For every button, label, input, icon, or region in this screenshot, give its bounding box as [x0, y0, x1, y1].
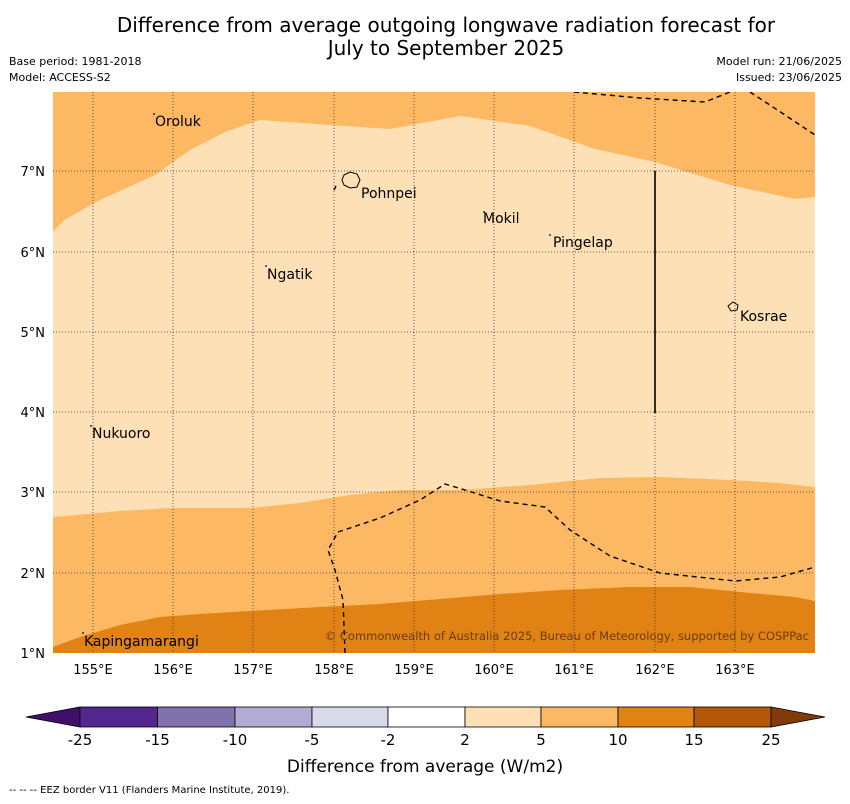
cb-tick: -2 [381, 731, 396, 749]
y-tick: 6°N [21, 246, 46, 261]
chart-title: Difference from average outgoing longwav… [0, 14, 850, 60]
gridlines [53, 92, 815, 653]
label-oroluk: Oroluk [155, 114, 202, 130]
colorbar-label: Difference from average (W/m2) [287, 757, 563, 777]
x-axis-ticks: 155°E 156°E 157°E 158°E 159°E 160°E 161°… [73, 663, 755, 678]
cb-arrow-left [25, 706, 81, 728]
y-tick: 2°N [21, 567, 46, 582]
island-dots [82, 113, 551, 634]
y-tick: 7°N [21, 165, 46, 180]
cb-arrow-right [770, 706, 826, 728]
cb-bin [617, 706, 695, 728]
cb-tick: -15 [145, 731, 170, 749]
x-tick: 160°E [474, 663, 514, 678]
cb-tick: 2 [460, 731, 470, 749]
cb-bin [157, 706, 236, 728]
footer-note: -- -- -- EEZ border V11 (Flanders Marine… [9, 785, 290, 796]
eez-borders [327, 92, 815, 653]
y-tick: 4°N [21, 406, 46, 421]
x-tick: 163°E [715, 663, 755, 678]
copyright-text: © Commonwealth of Australia 2025, Bureau… [325, 629, 809, 643]
place-labels: Oroluk Pohnpei Mokil Pingelap Ngatik Kos… [84, 114, 787, 650]
x-tick: 158°E [314, 663, 354, 678]
cb-bin [693, 706, 772, 728]
map-plot: Oroluk Pohnpei Mokil Pingelap Ngatik Kos… [53, 92, 815, 653]
cb-tick: 5 [536, 731, 546, 749]
cb-bin [234, 706, 313, 728]
cb-bin [311, 706, 389, 728]
pohnpei-island [341, 171, 361, 189]
cb-tick: 10 [608, 731, 627, 749]
label-nukuoro: Nukuoro [92, 426, 150, 442]
issued-date: Issued: 23/06/2025 [735, 71, 842, 84]
title-line-1: Difference from average outgoing longwav… [116, 13, 776, 37]
cb-tick: -25 [68, 731, 93, 749]
cb-bin [540, 706, 619, 728]
colorbar [25, 706, 826, 728]
label-mokil: Mokil [483, 211, 520, 227]
x-tick: 157°E [233, 663, 273, 678]
band-10-15 [53, 587, 815, 653]
x-tick: 159°E [394, 663, 434, 678]
meta-right: Model run: 21/06/2025 Issued: 23/06/2025 [716, 54, 842, 86]
x-tick: 156°E [153, 663, 193, 678]
cb-tick: -10 [223, 731, 248, 749]
label-pohnpei: Pohnpei [361, 186, 417, 202]
cb-tick: 15 [684, 731, 703, 749]
y-tick: 5°N [21, 326, 46, 341]
y-axis-ticks: 7°N 6°N 5°N 4°N 3°N 2°N 1°N [21, 165, 46, 662]
y-tick: 3°N [21, 486, 46, 501]
band-2-5 [53, 116, 815, 517]
y-tick: 1°N [21, 647, 46, 662]
cb-bin [79, 706, 158, 728]
cb-tick: -5 [305, 731, 320, 749]
cb-bin [464, 706, 542, 728]
cb-bin [387, 706, 466, 728]
kosrae-island [727, 301, 739, 312]
base-period: Base period: 1981-2018 [9, 55, 142, 68]
colorbar-ticks: -25 -15 -10 -5 -2 2 5 10 15 25 [68, 731, 781, 749]
title-line-2: July to September 2025 [327, 36, 565, 60]
model-run: Model run: 21/06/2025 [716, 55, 842, 68]
label-ngatik: Ngatik [267, 267, 313, 283]
x-tick: 162°E [635, 663, 675, 678]
label-kapingamarangi: Kapingamarangi [84, 634, 199, 650]
model-name: Model: ACCESS-S2 [9, 71, 111, 84]
meta-left: Base period: 1981-2018 Model: ACCESS-S2 [9, 54, 141, 86]
x-tick: 155°E [73, 663, 113, 678]
cb-tick: 25 [761, 731, 780, 749]
x-tick: 161°E [554, 663, 594, 678]
label-kosrae: Kosrae [740, 309, 787, 325]
label-pingelap: Pingelap [553, 235, 613, 251]
